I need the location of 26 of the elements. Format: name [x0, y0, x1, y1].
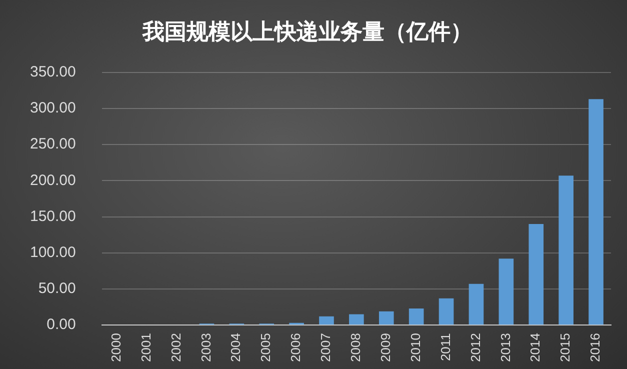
x-tick-label: 2009	[378, 333, 393, 362]
x-tick-label: 2011	[438, 333, 453, 362]
x-tick-label: 2000	[108, 333, 124, 362]
x-tick-label: 2006	[288, 333, 304, 362]
x-tick-label: 2003	[198, 333, 214, 362]
y-tick-label: 300.00	[30, 100, 76, 117]
y-tick-label: 50.00	[38, 280, 76, 298]
x-tick-label: 2016	[588, 333, 603, 362]
x-tick-label: 2013	[498, 333, 513, 362]
x-tick-label: 2014	[528, 333, 543, 362]
x-tick-label: 2002	[168, 333, 184, 362]
x-tick-label: 2001	[138, 333, 154, 362]
y-tick-label: 200.00	[30, 172, 76, 189]
x-tick-label: 2004	[228, 333, 244, 362]
y-tick-label: 250.00	[30, 136, 76, 153]
y-tick-label: 100.00	[30, 244, 76, 262]
x-tick-label: 2012	[468, 333, 483, 362]
x-tick-label: 2008	[348, 333, 364, 362]
y-tick-label: 150.00	[30, 208, 76, 225]
chart-title: 我国规模以上快递业务量（亿件）	[142, 18, 472, 45]
x-tick-label: 2015	[558, 333, 573, 362]
x-tick-label: 2005	[258, 333, 274, 362]
y-tick-label: 0.00	[46, 316, 76, 334]
y-tick-label: 350.00	[30, 64, 76, 81]
x-tick-label: 2010	[408, 333, 423, 362]
x-tick-label: 2007	[318, 333, 334, 362]
